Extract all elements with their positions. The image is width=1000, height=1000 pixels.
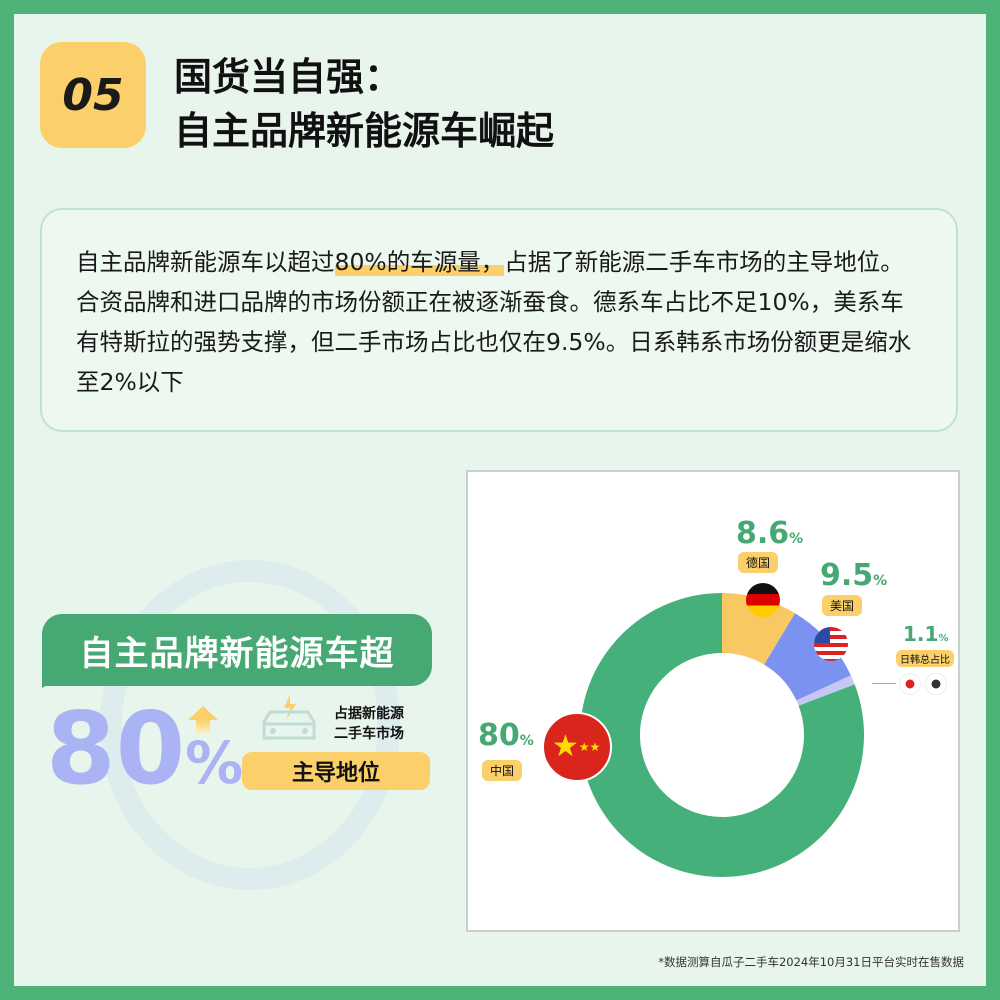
footnote: *数据测算自瓜子二手车2024年10月31日平台实时在售数据 [658,955,964,969]
big-unit: % [185,729,244,797]
tag-japan-korea: 日韩总占比 [896,650,954,667]
tag-usa: 美国 [822,595,863,616]
china-flag-icon: ★★★ [542,712,612,782]
desc-text: 自主品牌新能源车以超过 [76,248,335,276]
occupy-line-2: 二手车市场 [334,726,404,742]
pct-germany-value: 8.6 [736,516,790,551]
pct-usa: 9.5% [820,558,887,593]
pct-china: 80% [478,718,534,753]
pct-japan-korea: 1.1% [903,622,948,646]
up-arrow-icon [188,706,218,720]
big-value: 80 [46,690,186,807]
germany-flag-icon [746,583,780,617]
bubble-tail [42,680,56,688]
tag-germany: 德国 [738,552,779,573]
description-box: 自主品牌新能源车以超过80%的车源量，占据了新能源二手车市场的主导地位。合资品牌… [40,208,958,432]
tag-china: 中国 [482,760,523,781]
big-percent: 80% [46,690,243,807]
up-arrow-stem [196,720,210,734]
occupy-line-1: 占据新能源 [334,706,404,722]
korea-flag-icon [925,673,947,695]
section-number-badge: 05 [40,42,146,148]
title-line-2: 自主品牌新能源车崛起 [174,109,555,153]
pct-unit: % [519,733,534,749]
pct-unit: % [789,531,804,547]
donut-slice-china [579,593,864,878]
pct-china-value: 80 [478,718,520,753]
pct-jk-value: 1.1 [903,622,939,646]
donut-slice-usa [764,613,851,701]
page-title: 国货当自强： 自主品牌新能源车崛起 [174,50,554,158]
usa-flag-icon [814,627,848,661]
dominant-label: 主导地位 [242,752,430,790]
donut-slice-germany [722,593,796,665]
japan-flag-icon [899,673,921,695]
callout-bubble: 自主品牌新能源车超 [42,614,432,686]
desc-text-rest: 占据了新能源二手车市场的主导地位。合资品牌和进口品牌的市场份额正在被逐渐蚕食。德… [76,248,912,396]
desc-highlight: 80%的车源量， [334,248,505,276]
occupy-text: 占据新能源二手车市场 [334,704,404,744]
electric-car-icon [262,694,316,740]
donut-slice-japan-korea [796,675,855,706]
pct-unit: % [938,633,949,644]
pct-unit: % [873,573,888,589]
pct-germany: 8.6% [736,516,803,551]
pct-usa-value: 9.5 [820,558,874,593]
leader-line [872,683,896,684]
title-line-1: 国货当自强： [174,55,403,99]
